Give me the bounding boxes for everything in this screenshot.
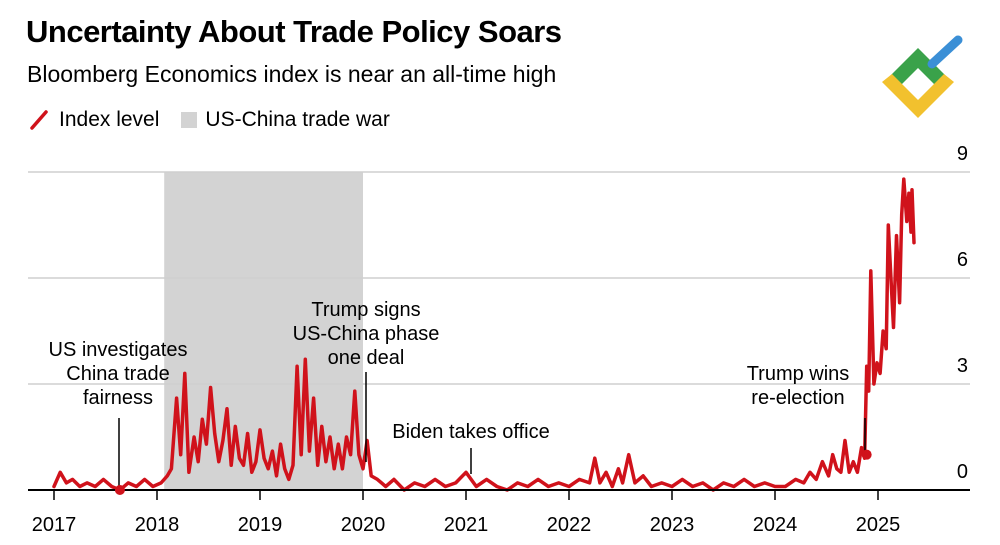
legend-label-trade-war: US-China trade war	[205, 108, 390, 131]
annotation-line: Trump signs	[311, 299, 420, 321]
legend-shade-swatch	[181, 112, 198, 128]
x-tick-label: 2018	[135, 514, 180, 536]
chart-subtitle: Bloomberg Economics index is near an all…	[27, 61, 557, 87]
brand-logo-icon	[882, 35, 963, 118]
event-marker-dot	[114, 485, 125, 495]
x-tick-label: 2023	[650, 514, 695, 536]
x-tick-label: 2024	[753, 514, 798, 536]
annotation-us-investigates: US investigates China trade fairness	[49, 339, 188, 409]
annotation-line: US investigates	[49, 339, 188, 361]
annotation-line: Trump wins	[747, 363, 850, 385]
annotation-biden: Biden takes office	[392, 421, 550, 443]
annotation-line: fairness	[83, 387, 153, 409]
x-tick-label: 2017	[32, 514, 77, 536]
x-tick-label: 2021	[444, 514, 489, 536]
x-tick-label: 2020	[341, 514, 386, 536]
annotation-line: US-China phase	[293, 323, 440, 345]
x-tick-label: 2025	[856, 514, 901, 536]
y-tick-label: 9	[957, 143, 968, 165]
chart-title: Uncertainty About Trade Policy Soars	[26, 14, 562, 49]
y-tick-label: 3	[957, 355, 968, 377]
annotation-trump-wins: Trump wins re-election	[747, 363, 850, 409]
y-tick-label: 0	[957, 461, 968, 483]
annotation-line: China trade	[66, 363, 169, 385]
y-tick-label: 6	[957, 249, 968, 271]
annotation-line: Biden takes office	[392, 421, 550, 443]
annotation-phase-one: Trump signs US-China phase one deal	[293, 299, 440, 369]
annotation-line: one deal	[328, 347, 405, 369]
legend: Index level US-China trade war	[28, 108, 390, 132]
legend-label-index: Index level	[59, 108, 160, 131]
legend-line-icon	[30, 110, 48, 130]
annotation-line: re-election	[751, 387, 844, 409]
x-tick-label: 2022	[547, 514, 592, 536]
event-marker-dot	[861, 449, 872, 460]
series-line-index-level	[52, 177, 916, 492]
x-tick-label: 2019	[238, 514, 283, 536]
